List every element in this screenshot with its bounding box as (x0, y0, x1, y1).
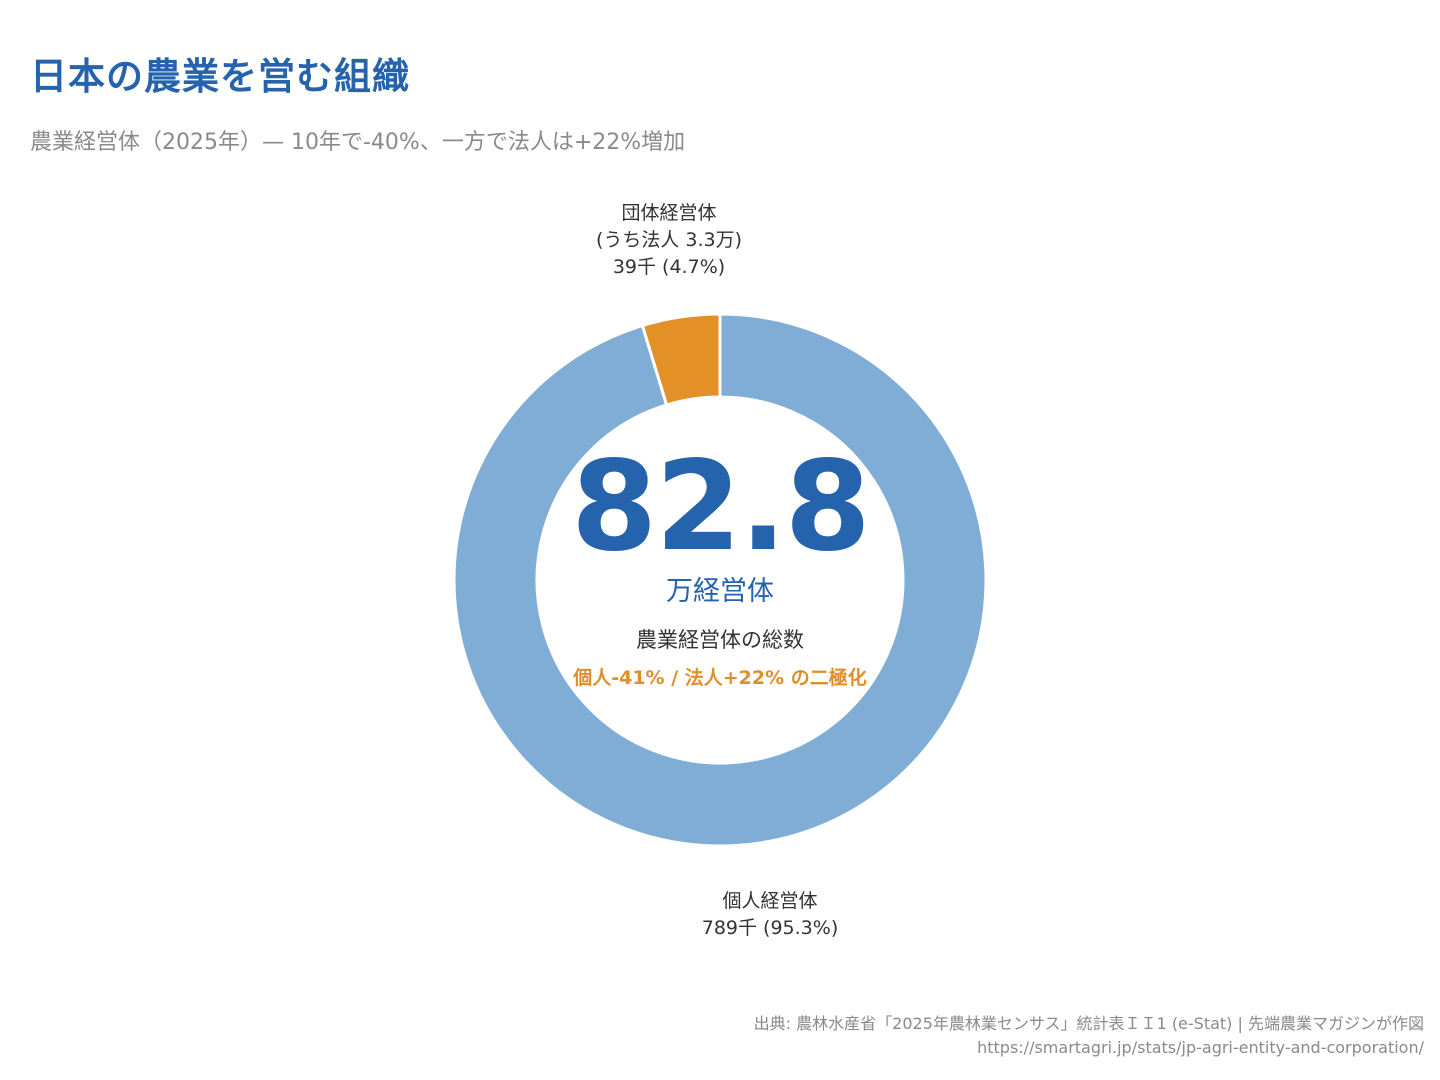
slice-label-group-note: (うち法人 3.3万) (595, 229, 743, 251)
center-caption: 農業経営体の総数 (636, 628, 804, 652)
source-url[interactable]: https://smartagri.jp/stats/jp-agri-entit… (977, 1038, 1424, 1057)
slice-individual (452, 312, 988, 848)
center-note: 個人-41% / 法人+22% の二極化 (573, 667, 867, 689)
source-text: 出典: 農林水産省「2025年農林業センサス」統計表ＩＩ1 (e-Stat) |… (753, 1014, 1424, 1033)
slice-label-group: 団体経営体 (うち法人 3.3万) 39千 (4.7%) (569, 200, 769, 281)
slice-group (640, 312, 722, 407)
donut-center: 82.8 万経営体 農業経営体の総数 個人-41% / 法人+22% の二極化 (570, 435, 871, 691)
chart-title: 日本の農業を営む組織 (30, 55, 410, 98)
center-unit: 万経営体 (666, 576, 774, 607)
slice-label-group-name: 団体経営体 (621, 202, 717, 224)
chart-subtitle: 農業経営体（2025年）— 10年で-40%、一方で法人は+22%増加 (30, 130, 686, 155)
source-note: 出典: 農林水産省「2025年農林業センサス」統計表ＩＩ1 (e-Stat) |… (754, 1012, 1424, 1060)
slice-label-individual: 個人経営体 789千 (95.3%) (670, 888, 870, 942)
center-total-value: 82.8 (571, 435, 871, 579)
slice-label-group-value: 39千 (4.7%) (612, 256, 726, 278)
slice-label-individual-value: 789千 (95.3%) (701, 917, 839, 939)
slice-label-individual-name: 個人経営体 (722, 890, 818, 912)
